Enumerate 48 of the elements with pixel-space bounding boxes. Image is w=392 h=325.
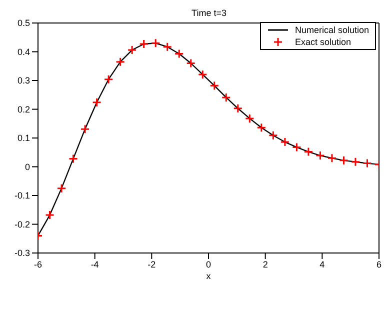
x-tick-label: 4 bbox=[320, 259, 325, 270]
y-tick-label: 0 bbox=[24, 162, 30, 172]
y-tick-label: 0.2 bbox=[17, 104, 30, 114]
x-tick-label: 0 bbox=[206, 259, 212, 270]
y-tick-label: 0.5 bbox=[17, 18, 30, 28]
point bbox=[256, 122, 266, 132]
point bbox=[139, 39, 149, 49]
point bbox=[45, 210, 55, 220]
point bbox=[56, 184, 66, 194]
point bbox=[338, 156, 348, 166]
point bbox=[315, 150, 325, 160]
x-tick-label: 2 bbox=[262, 259, 268, 270]
point bbox=[127, 45, 137, 55]
x-tick-label: -4 bbox=[90, 259, 99, 270]
point bbox=[174, 49, 184, 59]
x-tick-label: 6 bbox=[376, 259, 382, 270]
x-tick-label: -2 bbox=[148, 259, 156, 270]
point bbox=[221, 92, 231, 102]
point bbox=[104, 74, 114, 84]
point bbox=[68, 154, 78, 164]
point bbox=[327, 153, 337, 163]
legend-label: Numerical solution bbox=[294, 24, 369, 36]
y-tick-label: -0.3 bbox=[14, 248, 30, 258]
chart-title: Time t=3 bbox=[190, 8, 228, 18]
y-tick-label: 0.3 bbox=[17, 76, 30, 86]
point bbox=[210, 80, 220, 90]
point bbox=[162, 42, 172, 52]
y-tick-label: -0.2 bbox=[14, 219, 30, 230]
y-tick-label: 0.4 bbox=[17, 46, 30, 57]
y-tick-label: 0.1 bbox=[17, 133, 30, 144]
legend-label: Exact solution bbox=[294, 36, 351, 48]
point bbox=[292, 142, 302, 152]
point bbox=[350, 157, 360, 167]
point bbox=[80, 124, 90, 134]
point bbox=[280, 137, 290, 147]
point bbox=[233, 104, 243, 114]
point bbox=[362, 158, 372, 168]
x-tick-label: -6 bbox=[34, 259, 42, 270]
point bbox=[304, 147, 314, 157]
point bbox=[116, 57, 126, 67]
point bbox=[150, 38, 160, 48]
point bbox=[92, 98, 102, 108]
point bbox=[198, 70, 208, 80]
point bbox=[186, 58, 196, 68]
point bbox=[268, 130, 278, 140]
x-axis-title: x bbox=[206, 271, 212, 281]
y-tick-label: -0.1 bbox=[14, 190, 30, 201]
point bbox=[244, 114, 254, 124]
